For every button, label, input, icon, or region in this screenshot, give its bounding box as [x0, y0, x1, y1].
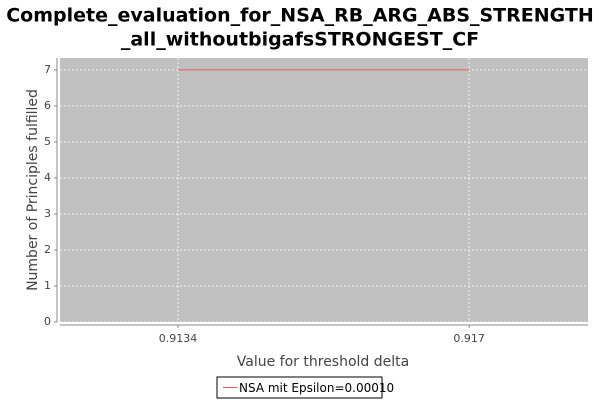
y-tick-label: 4 — [44, 171, 51, 184]
chart-title: Complete_evaluation_for_NSA_RB_ARG_ABS_S… — [6, 5, 594, 27]
y-tick-label: 6 — [44, 99, 51, 112]
y-tick-label: 1 — [44, 279, 51, 292]
y-axis-label: Number of Principles fulfilled — [25, 89, 41, 291]
chart-title: _all_withoutbigafsSTRONGEST_CF — [121, 29, 479, 51]
plot-area — [60, 58, 588, 322]
x-tick-label: 0.9134 — [159, 332, 198, 345]
y-tick-label: 7 — [44, 63, 51, 76]
legend-label: NSA mit Epsilon=0.00010 — [239, 381, 394, 395]
x-tick-label: 0.917 — [453, 332, 485, 345]
y-tick-label: 0 — [44, 315, 51, 328]
y-tick-label: 5 — [44, 135, 51, 148]
x-axis-label: Value for threshold delta — [237, 354, 409, 370]
y-tick-label: 2 — [44, 243, 51, 256]
y-tick-label: 3 — [44, 207, 51, 220]
legend-box — [216, 376, 383, 399]
